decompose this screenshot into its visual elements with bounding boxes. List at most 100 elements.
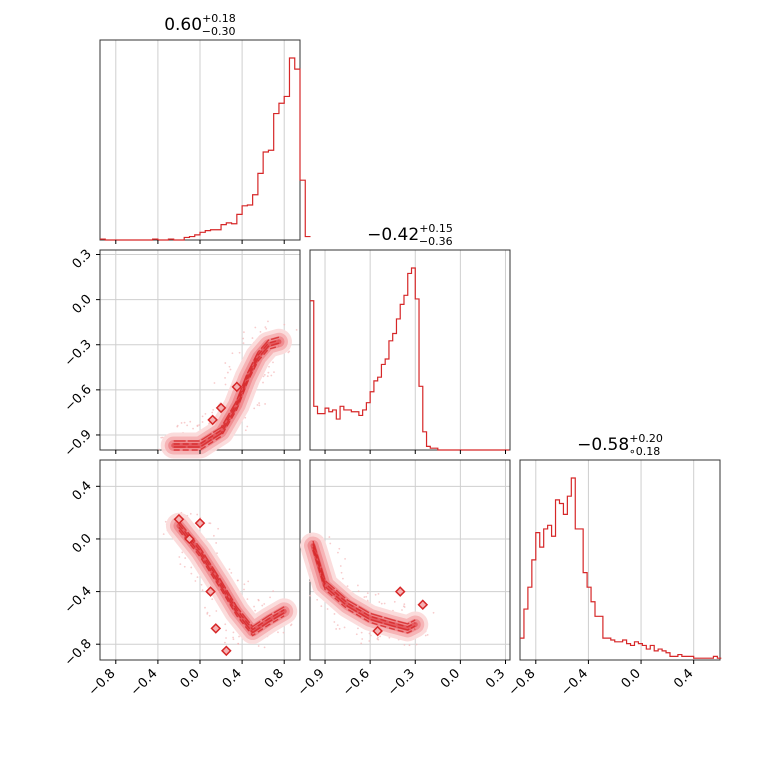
contour-island	[207, 414, 218, 426]
contour-line	[178, 520, 285, 628]
sample-point	[224, 623, 227, 626]
sample-point	[363, 596, 366, 598]
sample-point	[208, 614, 211, 617]
sample-point	[226, 371, 229, 374]
sample-point	[204, 412, 207, 415]
panel-frame	[309, 249, 511, 451]
x-tick-label-param2: −0.3	[385, 666, 418, 699]
sample-point	[253, 407, 256, 410]
contour-line	[178, 529, 285, 637]
contour-line	[173, 336, 280, 442]
sample-point	[267, 320, 269, 323]
contour-line	[173, 345, 280, 451]
hist-param3-bin	[638, 644, 642, 660]
sample-point	[224, 362, 227, 364]
contour-line	[178, 526, 285, 634]
sample-point	[338, 627, 341, 630]
sample-point	[190, 572, 193, 575]
sample-point	[320, 605, 323, 608]
hist-param2-bin	[393, 334, 397, 450]
sample-point	[380, 602, 383, 605]
sample-point	[196, 424, 199, 427]
sample-point	[228, 568, 231, 571]
x-tick-label-param3: −0.4	[558, 666, 591, 699]
contour-line	[312, 540, 416, 625]
sample-point	[326, 608, 329, 610]
title-param2: −0.42+0.15 −0.36	[367, 222, 453, 248]
sample-point	[361, 638, 364, 640]
sample-point	[265, 327, 268, 330]
x-tick-label-param1: −0.8	[86, 666, 119, 699]
hist-param3-bin	[631, 645, 635, 660]
contour-line	[312, 546, 416, 631]
hist-param2-bin	[336, 419, 340, 450]
hist-param1-bin	[289, 58, 294, 240]
sample-point	[272, 590, 275, 593]
title-param3-median: −0.58	[577, 435, 629, 455]
sample-point	[357, 590, 360, 593]
hist-param3-bin	[615, 642, 619, 660]
sample-point	[189, 420, 192, 423]
hist-param3-bin	[544, 529, 548, 660]
title-param3-minus: ∘0.18	[629, 445, 660, 458]
sample-point	[201, 415, 204, 418]
sample-point	[270, 374, 273, 377]
sample-point	[211, 411, 214, 414]
sample-point	[253, 605, 255, 608]
sample-point	[181, 551, 184, 554]
contour-line	[173, 342, 280, 448]
sample-point	[225, 637, 227, 639]
hist-param1-bin	[205, 231, 210, 240]
sample-point	[213, 382, 216, 384]
sample-point	[196, 513, 199, 516]
hist-param2-bin	[396, 319, 400, 450]
sample-point	[268, 365, 270, 368]
sample-point	[192, 427, 194, 430]
sample-point	[366, 599, 369, 602]
x-tick-label-param1: −0.4	[128, 666, 161, 699]
sample-point	[243, 588, 245, 591]
sample-point	[282, 631, 285, 634]
x-tick-label-param3: 0.4	[671, 666, 696, 691]
sample-point	[264, 403, 266, 405]
hist-param3-bin	[559, 503, 563, 660]
sample-point	[377, 636, 379, 639]
hist-param2-bin	[378, 377, 382, 450]
sample-point	[198, 424, 201, 426]
x-tick-label-param2: −0.9	[295, 666, 328, 699]
sample-point	[212, 408, 215, 411]
sample-point	[256, 404, 259, 406]
contour-island	[372, 625, 383, 637]
hist-param1-bin	[232, 224, 237, 240]
contour-island	[205, 586, 216, 597]
hist-param2-bin	[385, 359, 389, 450]
title-param2-plus: +0.15	[419, 222, 453, 235]
sample-point	[329, 542, 332, 545]
hist-param3-bin	[654, 651, 658, 660]
hist-param1-bin	[200, 232, 205, 240]
sample-point	[236, 579, 239, 582]
x-tick-label-param2: −0.6	[340, 666, 373, 699]
hist-param3-bin	[520, 638, 524, 660]
panel-hist-param3	[519, 459, 721, 661]
sample-point	[360, 642, 363, 645]
sample-point	[333, 621, 336, 623]
sample-point	[366, 592, 369, 595]
kde-param2-param3	[300, 532, 435, 647]
hist-param3-bin	[607, 638, 611, 660]
sample-point	[393, 600, 396, 603]
hist-param2-bin	[348, 410, 352, 450]
hist-param1-bin	[226, 223, 231, 240]
sample-point	[328, 536, 331, 538]
sample-point	[369, 634, 372, 637]
sample-point	[254, 326, 257, 329]
sample-point	[355, 633, 358, 636]
title-param3-plus: +0.20	[629, 432, 663, 445]
sample-point	[215, 542, 218, 544]
sample-point	[295, 328, 298, 331]
hist-param1-bin	[263, 152, 268, 240]
hist-param2-bin	[329, 412, 333, 450]
hist-param1-bin	[195, 235, 200, 240]
sample-point	[231, 352, 234, 355]
